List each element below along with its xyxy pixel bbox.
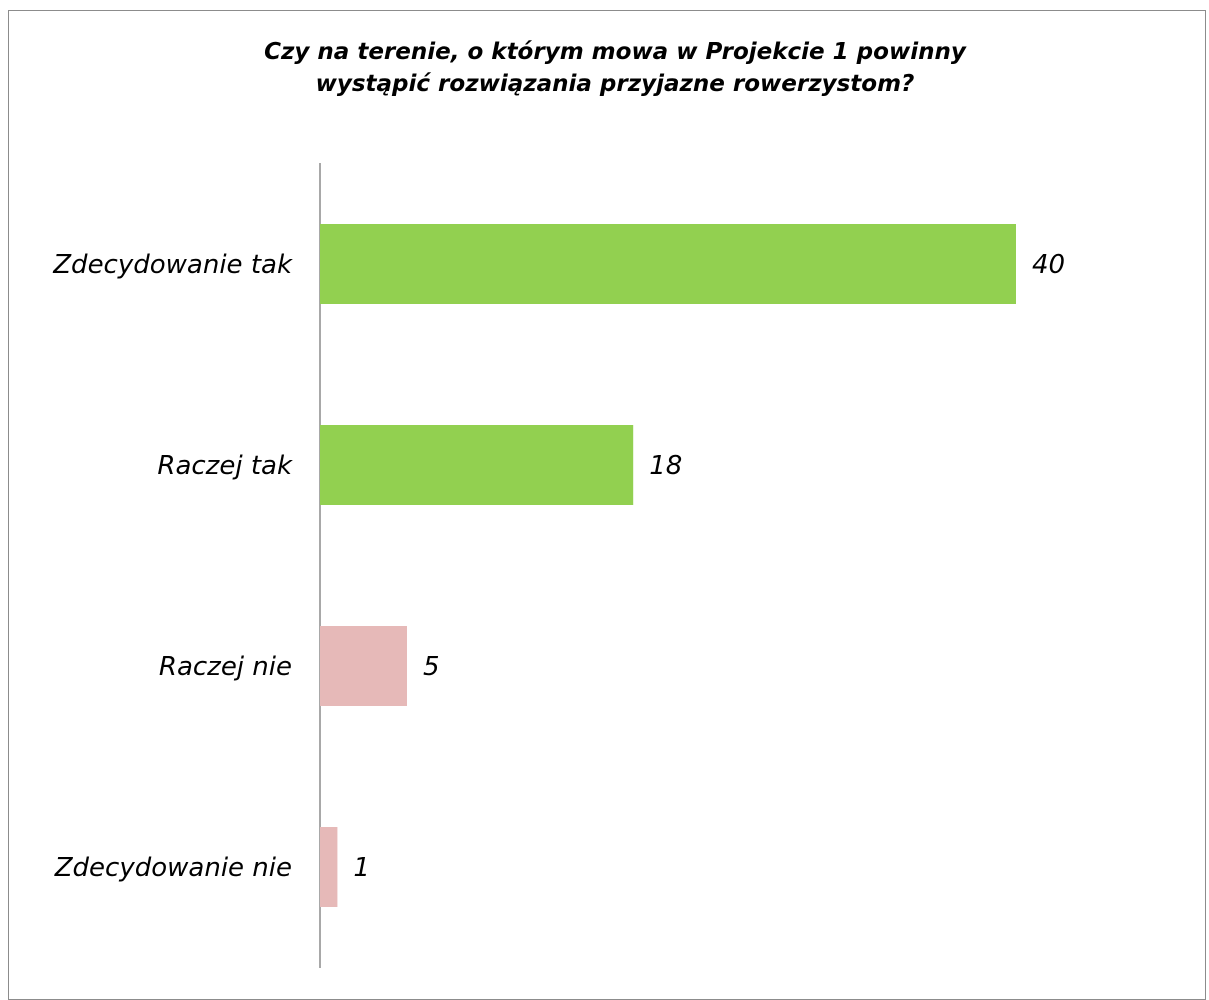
value-label-0: 40 bbox=[1032, 250, 1065, 280]
bar-1 bbox=[320, 425, 634, 505]
chart-title: Czy na terenie, o którym mowa w Projekci… bbox=[0, 36, 1209, 100]
chart-title-line-2: wystąpić rozwiązania przyjazne rowerzyst… bbox=[315, 71, 915, 97]
value-label-3: 1 bbox=[353, 853, 370, 883]
value-label-2: 5 bbox=[423, 652, 440, 682]
category-label-2: Raczej nie bbox=[159, 652, 292, 682]
chart-title-line-1: Czy na terenie, o którym mowa w Projekci… bbox=[264, 39, 966, 65]
category-label-3: Zdecydowanie nie bbox=[54, 853, 292, 883]
bar-2 bbox=[320, 626, 407, 706]
bar-0 bbox=[320, 224, 1016, 304]
category-label-1: Raczej tak bbox=[157, 451, 293, 481]
bar-3 bbox=[320, 827, 338, 907]
value-label-1: 18 bbox=[649, 451, 682, 481]
category-label-0: Zdecydowanie tak bbox=[52, 250, 293, 280]
